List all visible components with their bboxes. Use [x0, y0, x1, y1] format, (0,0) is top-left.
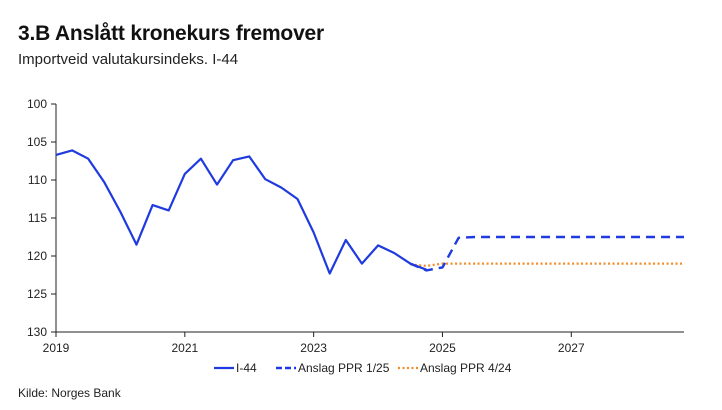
x-tick-label: 2023	[300, 341, 327, 355]
x-tick-label: 2025	[429, 341, 456, 355]
x-tick-label: 2019	[43, 341, 70, 355]
series-line-dotted	[410, 262, 684, 267]
x-tick-label: 2021	[171, 341, 198, 355]
y-tick-label: 110	[28, 173, 47, 187]
x-tick-label: 2027	[558, 341, 585, 355]
y-tick-label: 105	[27, 135, 47, 149]
chart-subtitle: Importveid valutakursindeks. I-44	[18, 51, 239, 68]
legend-label: Anslag PPR 1/25	[298, 361, 390, 375]
y-tick-label: 115	[28, 211, 47, 225]
y-tick-label: 120	[27, 249, 47, 263]
legend-label: I-44	[236, 361, 257, 375]
legend-label: Anslag PPR 4/24	[420, 361, 512, 375]
y-tick-label: 125	[27, 287, 47, 301]
source-note: Kilde: Norges Bank	[18, 386, 121, 400]
chart-axes: 100 105 110 115 120 125 130 2019 2021 2023 2025 202…	[27, 97, 684, 355]
y-tick-label: 130	[27, 325, 47, 339]
chart-series	[55, 149, 684, 275]
chart-title: 3.B Anslått kronekurs fremover	[18, 22, 324, 45]
y-tick-label: 100	[27, 97, 47, 111]
series-line-solid	[55, 149, 427, 275]
chart-legend: I-44 Anslag PPR 1/25 Anslag PPR 4/24	[214, 361, 512, 375]
series-line-dashed	[409, 235, 684, 272]
